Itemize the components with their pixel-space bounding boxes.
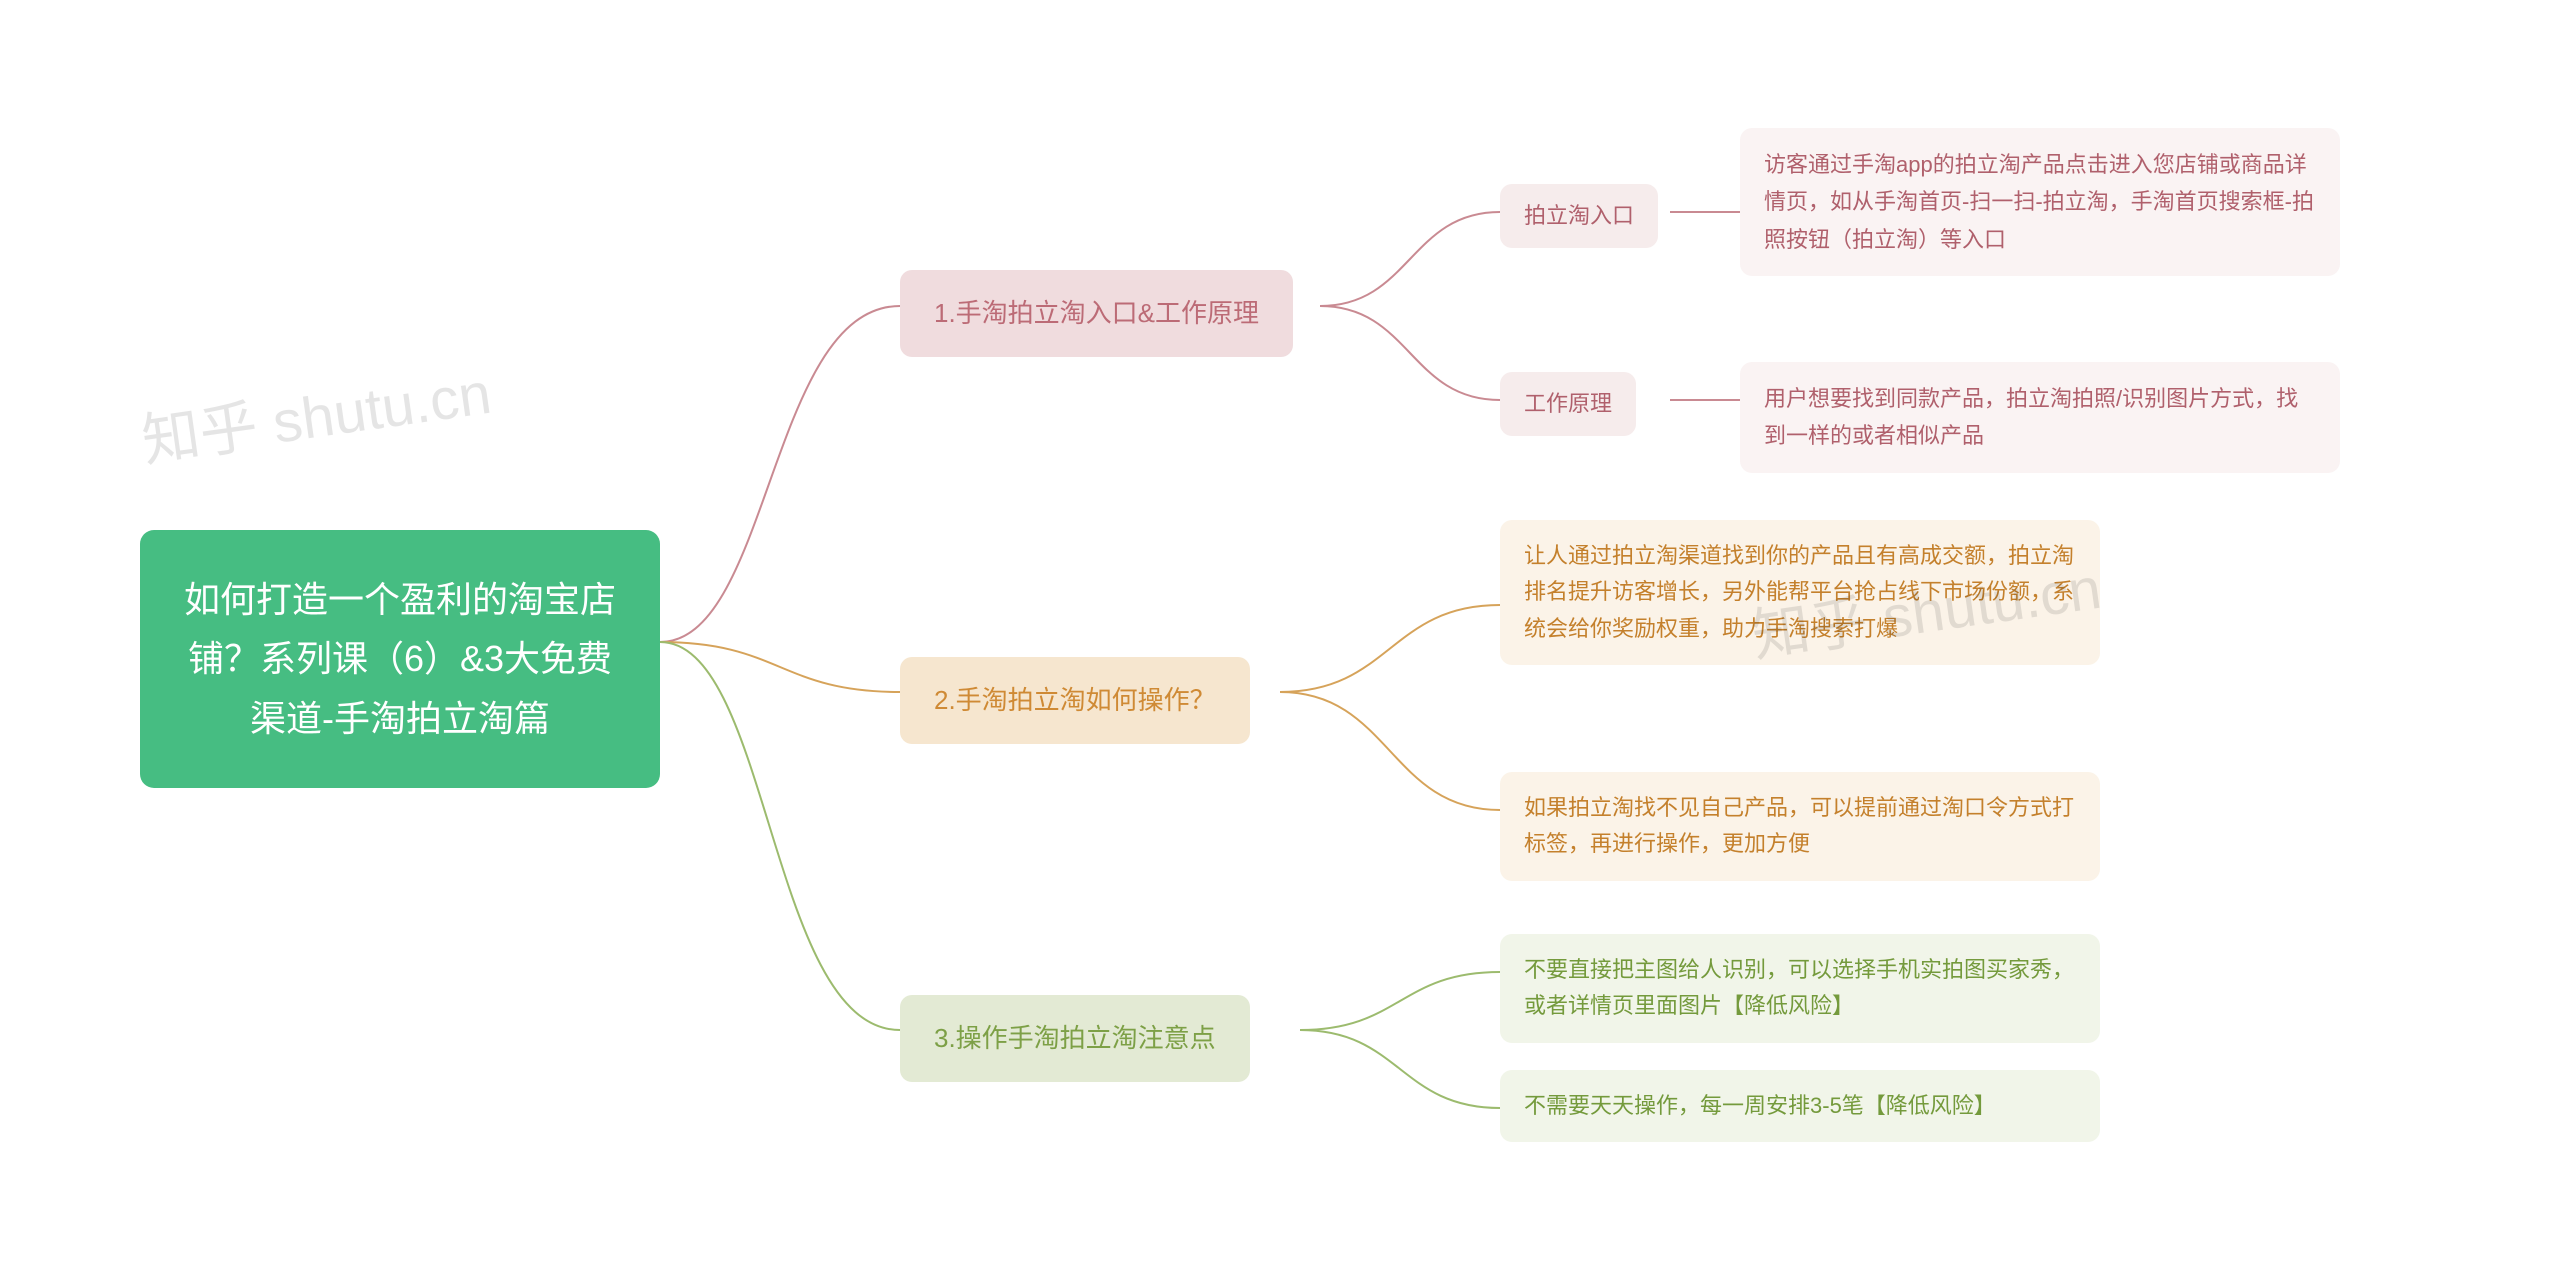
branch-node-3[interactable]: 3.操作手淘拍立淘注意点: [900, 995, 1250, 1082]
sub-3b-label: 不需要天天操作，每一周安排3-5笔【降低风险】: [1524, 1088, 1996, 1124]
sub-node-2b[interactable]: 如果拍立淘找不见自己产品，可以提前通过淘口令方式打标签，再进行操作，更加方便: [1500, 772, 2100, 881]
leaf-node-1b1[interactable]: 用户想要找到同款产品，拍立淘拍照/识别图片方式，找到一样的或者相似产品: [1740, 362, 2340, 473]
sub-node-2a[interactable]: 让人通过拍立淘渠道找到你的产品且有高成交额，拍立淘排名提升访客增长，另外能帮平台…: [1500, 520, 2100, 665]
sub-1a-label: 拍立淘入口: [1524, 198, 1634, 234]
leaf-1a1-label: 访客通过手淘app的拍立淘产品点击进入您店铺或商品详情页，如从手淘首页-扫一扫-…: [1764, 146, 2316, 258]
branch-3-label: 3.操作手淘拍立淘注意点: [934, 1017, 1216, 1060]
sub-3a-label: 不要直接把主图给人识别，可以选择手机实拍图买家秀，或者详情页里面图片【降低风险】: [1524, 952, 2076, 1025]
sub-node-3a[interactable]: 不要直接把主图给人识别，可以选择手机实拍图买家秀，或者详情页里面图片【降低风险】: [1500, 934, 2100, 1043]
branch-1-label: 1.手淘拍立淘入口&工作原理: [934, 292, 1259, 335]
sub-node-1a[interactable]: 拍立淘入口: [1500, 184, 1658, 248]
branch-2-label: 2.手淘拍立淘如何操作？: [934, 679, 1216, 722]
leaf-node-1a1[interactable]: 访客通过手淘app的拍立淘产品点击进入您店铺或商品详情页，如从手淘首页-扫一扫-…: [1740, 128, 2340, 276]
leaf-1b1-label: 用户想要找到同款产品，拍立淘拍照/识别图片方式，找到一样的或者相似产品: [1764, 380, 2316, 455]
watermark: 知乎 shutu.cn: [136, 346, 496, 478]
sub-node-3b[interactable]: 不需要天天操作，每一周安排3-5笔【降低风险】: [1500, 1070, 2100, 1142]
root-label: 如何打造一个盈利的淘宝店铺？系列课（6）&3大免费渠道-手淘拍立淘篇: [170, 570, 630, 748]
branch-node-2[interactable]: 2.手淘拍立淘如何操作？: [900, 657, 1250, 744]
sub-node-1b[interactable]: 工作原理: [1500, 372, 1636, 436]
sub-2a-label: 让人通过拍立淘渠道找到你的产品且有高成交额，拍立淘排名提升访客增长，另外能帮平台…: [1524, 538, 2076, 647]
sub-1b-label: 工作原理: [1524, 386, 1612, 422]
sub-2b-label: 如果拍立淘找不见自己产品，可以提前通过淘口令方式打标签，再进行操作，更加方便: [1524, 790, 2076, 863]
root-node[interactable]: 如何打造一个盈利的淘宝店铺？系列课（6）&3大免费渠道-手淘拍立淘篇: [140, 530, 660, 788]
branch-node-1[interactable]: 1.手淘拍立淘入口&工作原理: [900, 270, 1293, 357]
